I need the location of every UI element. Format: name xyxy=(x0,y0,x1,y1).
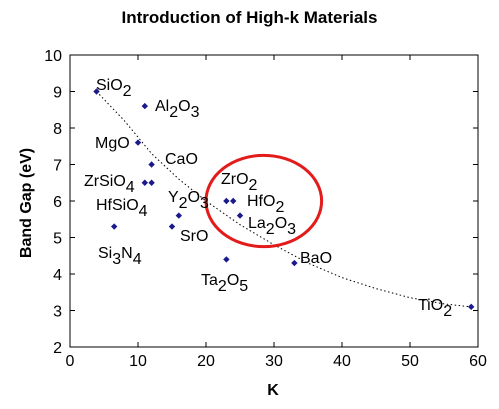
y-tick-label: 2 xyxy=(53,340,62,357)
x-tick-label: 50 xyxy=(401,353,419,370)
data-point xyxy=(148,161,155,168)
data-point xyxy=(148,179,155,186)
x-tick-label: 20 xyxy=(197,353,215,370)
y-tick-label: 6 xyxy=(53,194,62,211)
point-label: HfSiO4 xyxy=(96,197,148,220)
point-label: HfO2 xyxy=(247,193,284,216)
y-tick-label: 10 xyxy=(44,48,62,65)
plot-area: 0 10 20 30 40 50 60 2 3 4 5 6 7 8 9 10 SiO2 Al2O3 MgO CaO Zr… xyxy=(44,48,487,370)
point-label: Ta2O5 xyxy=(201,272,248,295)
data-point xyxy=(175,212,182,219)
x-tick-label: 60 xyxy=(469,353,487,370)
y-axis-label: Band Gap (eV) xyxy=(18,148,35,258)
data-point xyxy=(236,212,244,219)
data-point xyxy=(111,223,118,230)
x-tick-label: 30 xyxy=(265,353,283,370)
point-label: ZrO2 xyxy=(221,171,258,194)
y-tick-label: 4 xyxy=(53,267,62,284)
y-tick-label: 3 xyxy=(53,304,62,321)
point-label: Si3N4 xyxy=(98,245,142,268)
point-label: ZrSiO4 xyxy=(84,173,135,196)
y-tick-label: 5 xyxy=(53,231,62,248)
x-axis-label: K xyxy=(267,382,279,399)
y-tick-label: 8 xyxy=(53,121,62,138)
data-point xyxy=(134,139,142,146)
x-tick-label: 0 xyxy=(66,353,75,370)
data-point xyxy=(141,102,148,110)
x-tick-label: 10 xyxy=(129,353,147,370)
point-label: Al2O3 xyxy=(155,98,200,121)
data-point xyxy=(223,197,230,205)
chart-title: Introduction of High-k Materials xyxy=(121,8,378,27)
point-label: CaO xyxy=(165,151,198,168)
point-label: La2O3 xyxy=(248,215,296,238)
data-point xyxy=(230,197,237,205)
point-label: Y2O3 xyxy=(168,189,209,212)
point-label: SiO2 xyxy=(96,77,132,100)
y-tick-label: 9 xyxy=(53,85,62,102)
y-tick-label: 7 xyxy=(53,158,62,175)
data-point xyxy=(291,259,298,267)
point-label: BaO xyxy=(300,250,332,267)
point-label: SrO xyxy=(180,228,208,245)
x-tick-label: 40 xyxy=(333,353,351,370)
data-point xyxy=(93,88,100,95)
data-point xyxy=(223,256,230,263)
point-label: MgO xyxy=(95,135,130,152)
data-point xyxy=(141,179,148,186)
highlight-circle xyxy=(204,153,324,249)
point-label: TiO2 xyxy=(418,297,452,320)
data-point xyxy=(468,303,475,311)
data-point xyxy=(168,223,176,230)
